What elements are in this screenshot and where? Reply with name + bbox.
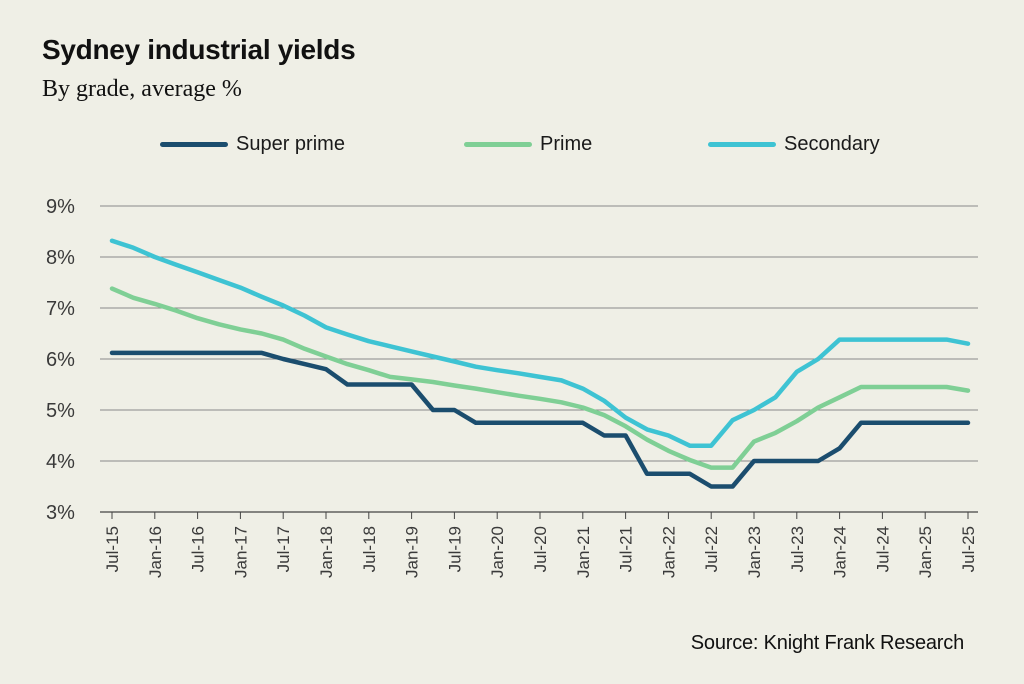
source-note: Source: Knight Frank Research xyxy=(690,632,964,654)
series-line-secondary xyxy=(109,238,971,448)
series-line-prime xyxy=(109,286,971,470)
x-tick-label: Jul-20 xyxy=(531,526,550,572)
x-tick-label: Jan-23 xyxy=(745,526,764,578)
x-tick-label: Jan-20 xyxy=(488,526,507,578)
chart-subtitle: By grade, average % xyxy=(42,76,242,102)
x-tick-label: Jan-16 xyxy=(146,526,165,578)
legend-label-prime: Prime xyxy=(540,132,593,155)
legend: Super prime Prime Secondary xyxy=(0,131,1024,157)
x-tick-label: Jul-23 xyxy=(788,526,807,572)
x-tick-label: Jan-24 xyxy=(831,526,850,578)
y-tick-label: 8% xyxy=(46,247,75,269)
y-tick-label: 6% xyxy=(46,349,75,371)
x-tick-label: Jul-24 xyxy=(873,526,892,572)
x-tick-label: Jul-16 xyxy=(189,526,208,572)
x-tick-label: Jul-18 xyxy=(360,526,379,572)
y-tick-label: 3% xyxy=(46,502,75,524)
y-tick-label: 9% xyxy=(46,196,75,218)
legend-label-secondary: Secondary xyxy=(784,132,880,155)
x-tick-label: Jul-25 xyxy=(959,526,978,572)
series-line-super-prime xyxy=(109,350,971,489)
legend-label-super-prime: Super prime xyxy=(236,132,345,155)
x-tick-label: Jan-18 xyxy=(317,526,336,578)
legend-swatch-super-prime xyxy=(160,141,228,147)
legend-item-secondary: Secondary xyxy=(708,131,880,157)
legend-swatch-secondary xyxy=(708,141,776,147)
x-tick-label: Jul-21 xyxy=(617,526,636,572)
x-tick-label: Jan-22 xyxy=(659,526,678,578)
x-tick-label: Jan-17 xyxy=(231,526,250,578)
y-tick-label: 7% xyxy=(46,298,75,320)
x-tick-label: Jul-17 xyxy=(274,526,293,572)
legend-item-prime: Prime xyxy=(464,131,592,157)
y-tick-label: 4% xyxy=(46,451,75,473)
x-tick-label: Jan-25 xyxy=(916,526,935,578)
x-tick-label: Jul-19 xyxy=(445,526,464,572)
x-tick-label: Jan-19 xyxy=(403,526,422,578)
legend-swatch-prime xyxy=(464,141,532,147)
chart-title: Sydney industrial yields xyxy=(42,34,356,65)
x-tick-label: Jul-22 xyxy=(702,526,721,572)
x-tick-label: Jul-15 xyxy=(103,526,122,572)
legend-item-super-prime: Super prime xyxy=(160,131,345,157)
y-tick-label: 5% xyxy=(46,400,75,422)
x-tick-label: Jan-21 xyxy=(574,526,593,578)
